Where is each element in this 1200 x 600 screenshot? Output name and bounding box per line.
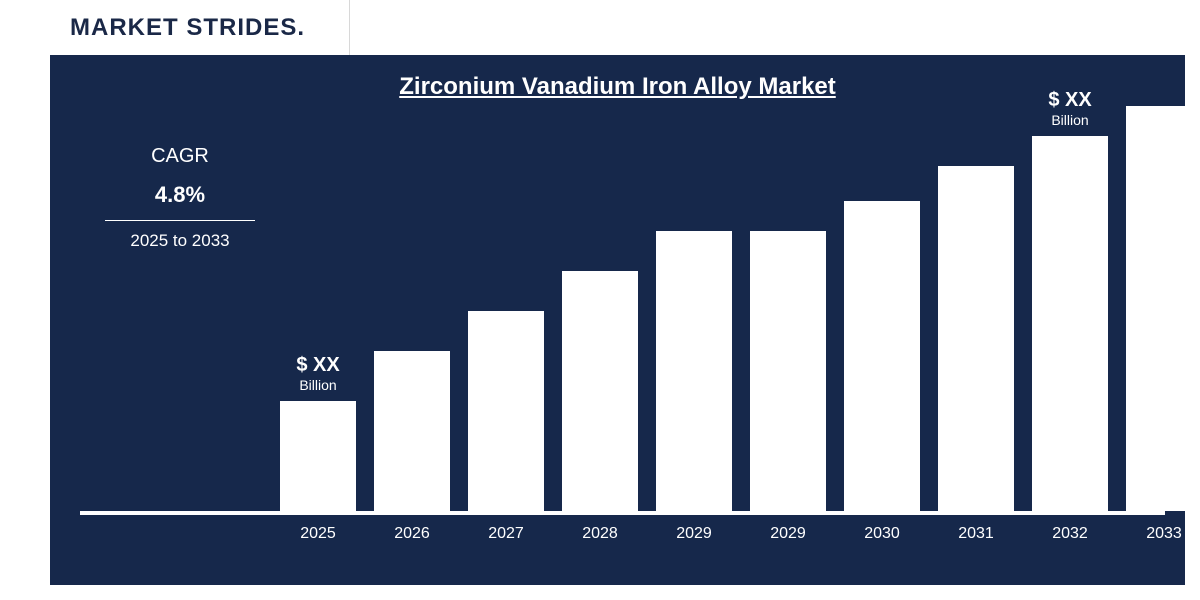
bar-group	[750, 231, 826, 511]
bar-group	[1126, 106, 1200, 511]
bar-group	[280, 401, 356, 511]
bar-group	[374, 351, 450, 511]
cagr-value: 4.8%	[105, 182, 255, 208]
bar	[374, 351, 450, 511]
bar-x-label: 2026	[374, 525, 450, 543]
bar-x-label: 2027	[468, 525, 544, 543]
logo-dot: .	[297, 14, 304, 42]
bar-group	[656, 231, 732, 511]
bar-group	[844, 201, 920, 511]
value-label-start: $ XX Billion	[276, 354, 360, 393]
bar-group	[1032, 136, 1108, 511]
bar-x-label: 2029	[750, 525, 826, 543]
value-end-amount: $ XX	[1028, 89, 1112, 112]
bar-x-label: 2025	[280, 525, 356, 543]
bar	[562, 271, 638, 511]
page-root: Market Strides . Zirconium Vanadium Iron…	[0, 0, 1200, 600]
bar	[750, 231, 826, 511]
bar-group	[938, 166, 1014, 511]
bar-group	[468, 311, 544, 511]
bar	[468, 311, 544, 511]
cagr-period: 2025 to 2033	[105, 231, 255, 251]
bar-x-label: 2032	[1032, 525, 1108, 543]
bar-x-label: 2030	[844, 525, 920, 543]
cagr-block: CAGR 4.8% 2025 to 2033	[105, 145, 255, 251]
bar-group	[562, 271, 638, 511]
value-start-amount: $ XX	[276, 354, 360, 377]
bar-x-label: 2029	[656, 525, 732, 543]
bar-x-label: 2028	[562, 525, 638, 543]
logo-container: Market Strides .	[50, 0, 350, 55]
value-label-end: $ XX Billion	[1028, 89, 1112, 128]
chart-baseline	[80, 511, 1165, 515]
bars-region: 2025202620272028202920292030203120322033…	[280, 115, 1155, 545]
value-start-unit: Billion	[276, 377, 360, 393]
bar	[1126, 106, 1200, 511]
bar	[1032, 136, 1108, 511]
bar	[656, 231, 732, 511]
chart-area: Zirconium Vanadium Iron Alloy Market CAG…	[50, 55, 1185, 585]
bar-x-label: 2031	[938, 525, 1014, 543]
chart-title: Zirconium Vanadium Iron Alloy Market	[50, 73, 1185, 101]
cagr-label: CAGR	[105, 145, 255, 168]
cagr-divider	[105, 220, 255, 221]
bar	[938, 166, 1014, 511]
bar	[844, 201, 920, 511]
bar-x-label: 2033	[1126, 525, 1200, 543]
bar	[280, 401, 356, 511]
logo-text: Market Strides	[70, 14, 297, 42]
value-end-unit: Billion	[1028, 112, 1112, 128]
